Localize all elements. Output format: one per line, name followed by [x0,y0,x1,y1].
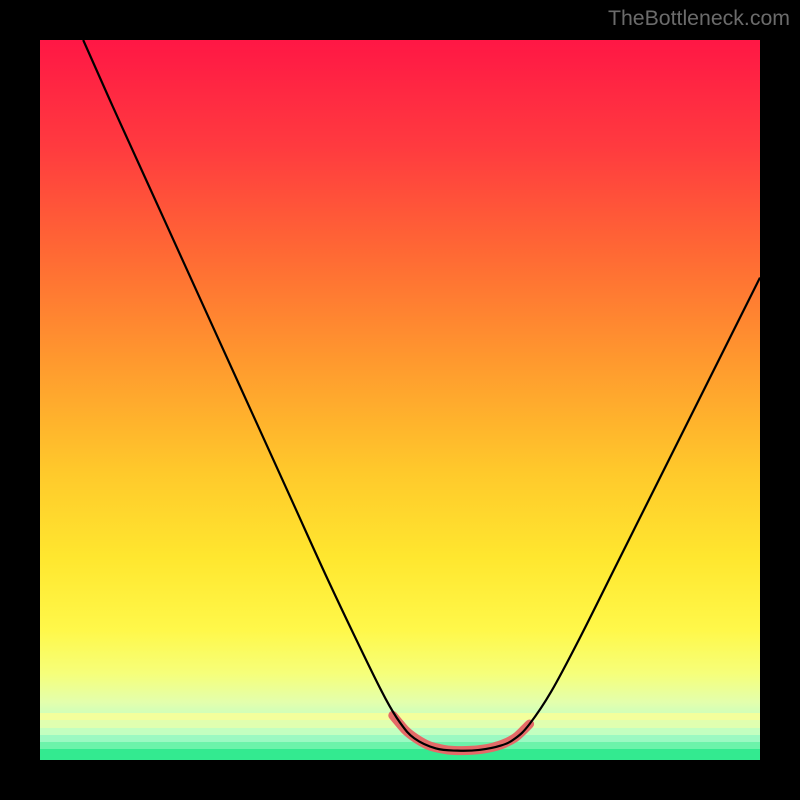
watermark-text: TheBottleneck.com [608,6,790,31]
plot-area [40,40,760,760]
valley-highlight-path [393,715,530,750]
chart-frame: TheBottleneck.com [0,0,800,800]
curve-layer [40,40,760,760]
bottleneck-curve-path [83,40,760,751]
